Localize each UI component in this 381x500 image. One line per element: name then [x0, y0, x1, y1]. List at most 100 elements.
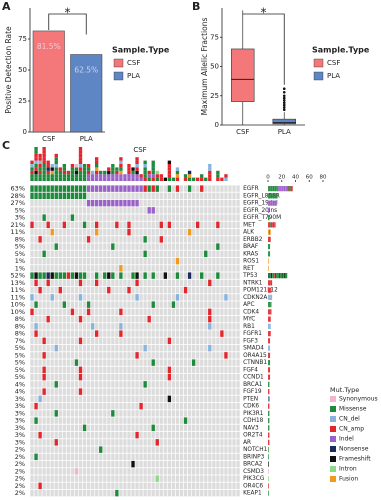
sample-bar-segment	[46, 160, 50, 164]
gene-percent: 5%	[15, 373, 25, 381]
sample-bar-segment	[216, 174, 220, 178]
sample-bar-segment	[86, 177, 91, 181]
gene-percent: 8%	[15, 315, 25, 323]
mutation-cell	[143, 344, 147, 352]
gene-bar-segment	[270, 236, 271, 242]
legend-label: Frameshift	[339, 456, 371, 463]
gene-bar-segment	[284, 273, 286, 279]
legend-label: PLA	[327, 72, 340, 80]
gene-bar-segment	[268, 374, 270, 380]
mutation-cell	[155, 475, 159, 482]
gene-bar-segment	[290, 186, 292, 192]
gene-name: CDH18	[243, 418, 264, 424]
mutation-cell	[70, 214, 75, 221]
gene-name: EGFR	[243, 186, 259, 192]
mutation-cell	[74, 468, 79, 475]
sample-bar-segment	[82, 167, 87, 171]
sample-bar-segment	[99, 174, 103, 178]
gene-percent: 10%	[11, 308, 25, 316]
mutation-cell	[70, 272, 75, 279]
gene-name: CDKN2A	[243, 295, 267, 301]
gene-percent: 3%	[15, 395, 25, 403]
gene-bar-segment	[269, 345, 271, 351]
sample-bar-segment	[50, 177, 54, 181]
sample-bar-segment	[54, 153, 58, 158]
sample-bar-segment	[42, 177, 46, 181]
mutation-cell	[82, 185, 87, 192]
x-tick-label: 60	[306, 175, 313, 181]
sample-bar-segment	[200, 174, 204, 178]
mutation-cell	[135, 279, 139, 287]
mutation-cell	[30, 221, 34, 229]
mutation-cell	[78, 366, 83, 374]
mutation-cell	[127, 228, 131, 236]
gene-bar-segment	[269, 316, 271, 322]
mutation-cell	[208, 315, 212, 323]
gene-percent: 4%	[15, 388, 25, 396]
gene-bar-segment	[268, 215, 270, 221]
mutation-cell	[42, 337, 46, 345]
sample-bar-segment	[171, 177, 176, 181]
sample-bar-segment	[204, 177, 208, 181]
sample-bar-segment	[208, 177, 212, 181]
mutation-cell	[119, 330, 123, 337]
sample-bar-segment	[74, 167, 79, 171]
sample-bar-segment	[135, 177, 139, 181]
mutation-cell	[135, 272, 139, 279]
y-axis-label: Maximum Allelic Fractions	[200, 18, 209, 116]
mutation-cell	[171, 301, 176, 308]
gene-bar-segment	[272, 186, 273, 192]
sample-bar-segment	[175, 174, 180, 178]
mutation-cell	[94, 221, 99, 229]
sample-bar-segment	[34, 153, 38, 158]
sample-bar-segment	[123, 177, 127, 181]
sample-bar-segment	[38, 153, 42, 158]
panel-label: B	[192, 0, 200, 13]
gene-bar-segment	[270, 280, 271, 286]
gene-bar-segment	[270, 280, 272, 286]
gene-bar-segment	[275, 193, 277, 199]
gene-percent: 5%	[15, 250, 25, 258]
mutation-cell	[107, 185, 111, 192]
sample-bar-segment	[127, 174, 131, 178]
sample-bar-segment	[216, 170, 220, 175]
outlier	[282, 108, 286, 112]
mutation-cell	[42, 214, 46, 221]
sample-bar-segment	[30, 170, 34, 175]
mutation-cell	[119, 199, 123, 207]
legend-label: Nonsense	[339, 446, 369, 453]
mutation-cell	[159, 236, 163, 243]
legend-swatch	[330, 416, 336, 422]
mutation-cell	[70, 192, 75, 200]
y-tick-label: 75	[18, 35, 27, 43]
mutation-cell	[86, 301, 91, 308]
gene-bar-segment	[268, 425, 270, 431]
legend-label: Fusion	[339, 476, 358, 483]
sample-bar-segment	[111, 167, 115, 171]
panel-label: A	[2, 0, 11, 13]
mutation-cell	[38, 236, 42, 243]
legend-swatch	[313, 71, 324, 81]
mutation-cell	[58, 272, 62, 279]
sample-bar-segment	[78, 153, 83, 158]
legend-label: Indel	[339, 436, 354, 443]
sample-bar-segment	[135, 167, 139, 171]
gene-bar-segment	[274, 193, 276, 199]
gene-name: FGF19	[243, 389, 262, 395]
sample-bar-segment	[70, 174, 75, 178]
gene-bar-segment	[268, 193, 270, 199]
mutation-cell	[74, 272, 79, 279]
gene-bar-segment	[269, 367, 271, 373]
sample-bar-segment	[127, 167, 131, 171]
mutation-cell	[78, 388, 83, 395]
mutation-cell	[200, 272, 204, 279]
gene-percent: 2%	[15, 467, 25, 475]
gene-bar-segment	[269, 360, 271, 366]
mutation-cell	[135, 431, 139, 439]
mutation-cell	[143, 381, 147, 388]
gene-bar-segment	[270, 302, 271, 308]
gene-bar-segment	[276, 273, 277, 279]
gene-bar-segment	[268, 476, 269, 482]
mutation-cell	[78, 337, 83, 345]
sample-bar-segment	[143, 177, 147, 181]
